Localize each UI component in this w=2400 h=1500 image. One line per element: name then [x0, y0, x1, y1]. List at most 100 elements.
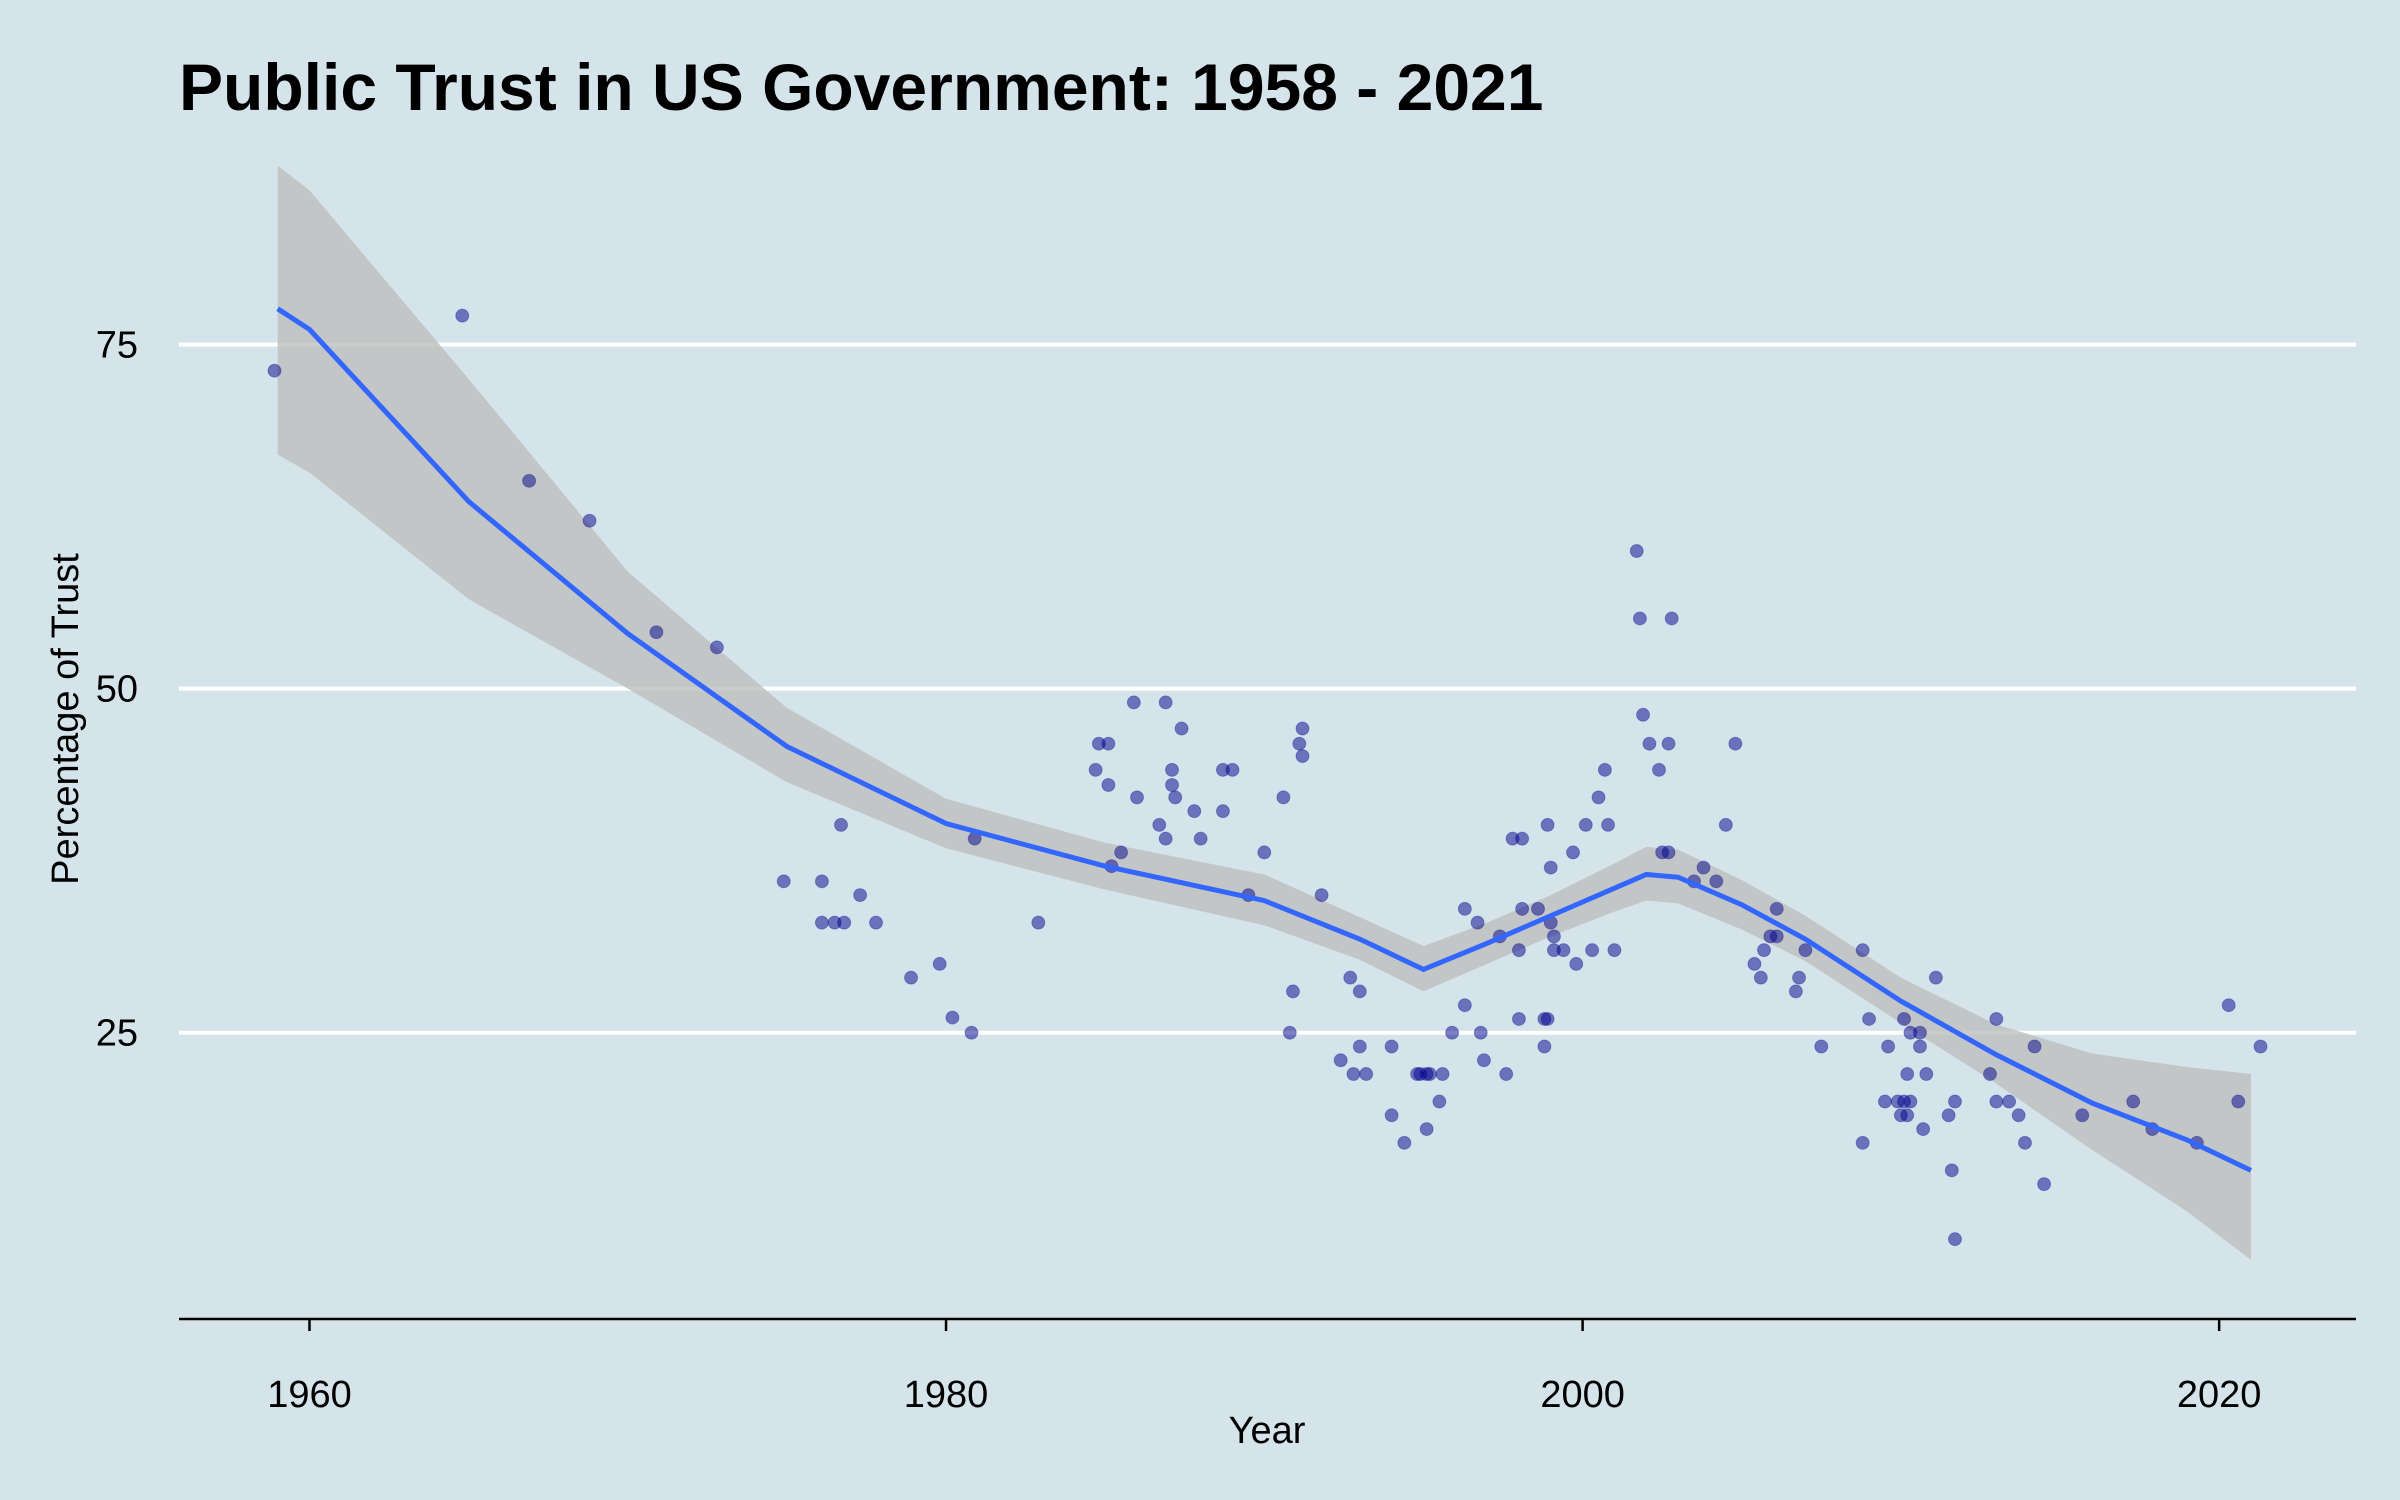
data-point — [1126, 695, 1141, 710]
data-point — [1352, 984, 1367, 999]
data-point — [1855, 943, 1870, 958]
data-point — [1435, 1067, 1450, 1082]
data-point — [1314, 888, 1329, 903]
data-point — [1343, 970, 1358, 985]
data-point — [932, 956, 947, 971]
data-point — [1855, 1135, 1870, 1150]
data-point — [1912, 1039, 1927, 1054]
data-point — [2075, 1108, 2090, 1123]
data-point — [1282, 1025, 1297, 1040]
data-point — [964, 1025, 979, 1040]
data-point — [834, 817, 849, 832]
data-point — [1916, 1122, 1931, 1137]
data-point — [1912, 1025, 1927, 1040]
data-point — [1152, 817, 1167, 832]
data-point — [2126, 1094, 2141, 1109]
data-point — [1187, 804, 1202, 819]
data-point — [709, 640, 724, 655]
data-point — [1114, 845, 1129, 860]
data-point — [1225, 762, 1240, 777]
data-point — [1515, 901, 1530, 916]
y-tick-label: 25 — [96, 1013, 138, 1055]
data-point — [1352, 1039, 1367, 1054]
confidence-band — [277, 165, 2251, 1260]
data-point — [1897, 1011, 1912, 1026]
data-point — [1511, 1011, 1526, 1026]
smooth-line — [276, 306, 2253, 1173]
data-point — [1601, 817, 1616, 832]
data-point — [1661, 736, 1676, 751]
data-point — [1664, 611, 1679, 626]
data-point — [1632, 611, 1647, 626]
data-point — [1295, 749, 1310, 764]
data-point — [1543, 860, 1558, 875]
x-tick-label: 1980 — [904, 1374, 989, 1416]
data-point — [1696, 860, 1711, 875]
data-point — [1798, 943, 1813, 958]
data-point — [1088, 762, 1103, 777]
data-point — [1947, 1094, 1962, 1109]
data-point — [1769, 929, 1784, 944]
data-point — [1919, 1067, 1934, 1082]
data-point — [837, 915, 852, 930]
data-point — [1877, 1094, 1892, 1109]
data-point — [1531, 901, 1546, 916]
data-point — [1881, 1039, 1896, 1054]
data-point — [1941, 1108, 1956, 1123]
data-point — [1257, 845, 1272, 860]
data-point — [1158, 831, 1173, 846]
chart-title: Public Trust in US Government: 1958 - 20… — [179, 50, 1543, 124]
data-point — [2231, 1094, 2246, 1109]
data-point — [649, 625, 664, 640]
data-point — [1031, 915, 1046, 930]
data-point — [1130, 790, 1145, 805]
data-point — [1747, 956, 1762, 971]
y-tick-label: 50 — [96, 669, 138, 711]
data-point — [1989, 1011, 2004, 1026]
data-point — [814, 874, 829, 889]
data-point — [1709, 874, 1724, 889]
data-point — [1101, 777, 1116, 792]
data-point — [1384, 1108, 1399, 1123]
data-point — [1862, 1011, 1877, 1026]
data-point — [1285, 984, 1300, 999]
data-point — [522, 473, 537, 488]
data-point — [1900, 1108, 1915, 1123]
data-point — [1903, 1094, 1918, 1109]
data-point — [1661, 845, 1676, 860]
data-point — [1346, 1067, 1361, 1082]
data-point — [1540, 817, 1555, 832]
data-point — [1636, 707, 1651, 722]
data-point — [1473, 1025, 1488, 1040]
data-point — [1276, 790, 1291, 805]
y-axis-title: Percentage of Trust — [45, 553, 87, 885]
data-point — [1989, 1094, 2004, 1109]
data-point — [1591, 790, 1606, 805]
data-point — [1757, 943, 1772, 958]
data-point — [1718, 817, 1733, 832]
data-point — [1193, 831, 1208, 846]
data-point — [1422, 1067, 1437, 1082]
data-point — [1470, 915, 1485, 930]
data-point — [455, 308, 470, 323]
data-point — [2002, 1094, 2017, 1109]
data-point — [1215, 804, 1230, 819]
data-point — [1792, 970, 1807, 985]
data-point — [1814, 1039, 1829, 1054]
data-point — [1642, 736, 1657, 751]
data-point — [1295, 721, 1310, 736]
data-point — [1457, 998, 1472, 1013]
data-point — [1511, 943, 1526, 958]
data-point — [1537, 1039, 1552, 1054]
x-tick-label: 2020 — [2177, 1374, 2262, 1416]
data-point — [2221, 998, 2236, 1013]
data-point — [1476, 1053, 1491, 1068]
data-point — [1432, 1094, 1447, 1109]
data-point — [1165, 762, 1180, 777]
data-point — [1546, 929, 1561, 944]
data-point — [1419, 1122, 1434, 1137]
data-point — [1566, 845, 1581, 860]
data-point — [1651, 762, 1666, 777]
data-point — [2253, 1039, 2268, 1054]
